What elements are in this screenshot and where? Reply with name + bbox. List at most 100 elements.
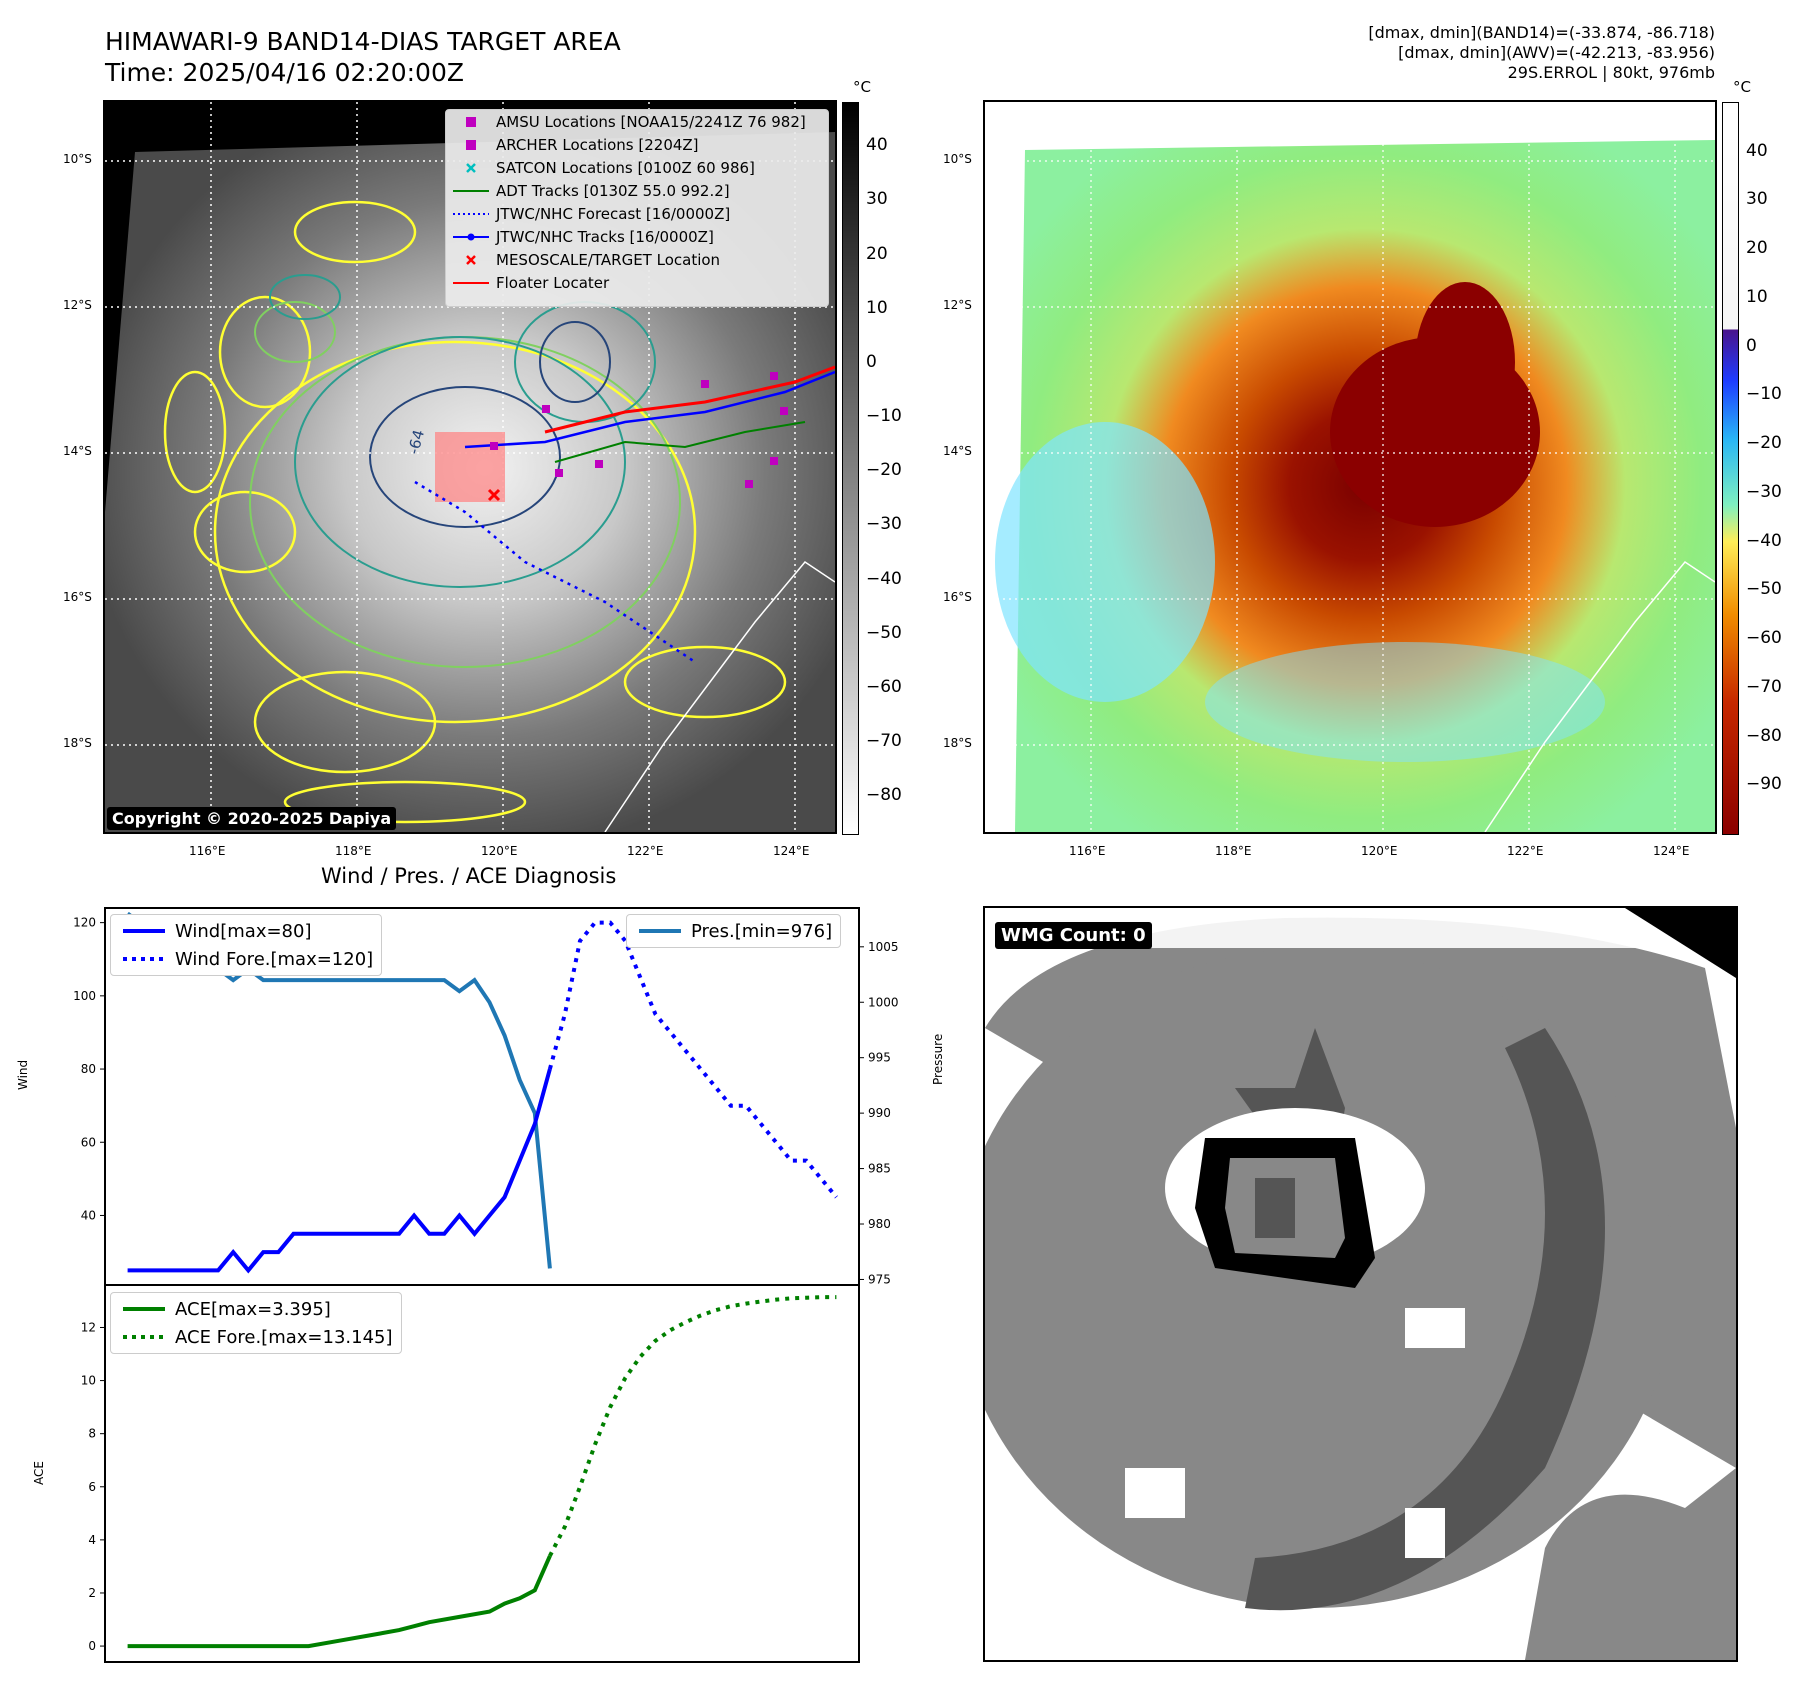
map-legend-symbol [446,139,496,151]
pressure-tick-label: 980 [868,1217,891,1231]
lat-tick-label: 14°S [943,444,972,458]
map-legend-label: SATCON Locations [0100Z 60 986] [496,158,755,177]
ace-series-line [127,1555,552,1649]
pressure-tick-label: 995 [868,1051,891,1065]
map-legend-item: Floater Locater [446,271,828,294]
colorbar-color [1722,102,1739,835]
ace-tick-label: 4 [88,1533,96,1547]
colorbar-tick: 20 [866,243,888,264]
wind-tick-label: 100 [73,989,96,1003]
colorbar-tick: 0 [1746,335,1757,356]
map-legend-item: MESOSCALE/TARGET Location [446,248,828,271]
map-legend-item: JTWC/NHC Forecast [16/0000Z] [446,202,828,225]
lat-tick-label: 18°S [63,736,92,750]
map-legend-item: AMSU Locations [NOAA15/2241Z 76 982] [446,110,828,133]
colorbar-tick: 30 [1746,189,1768,210]
diagnosis-title: Wind / Pres. / ACE Diagnosis [321,864,617,888]
lat-tick-label: 16°S [63,590,92,604]
map-legend-symbol [446,254,496,266]
ace-tick-label: 2 [88,1586,96,1600]
legend-wind-fore-label: Wind Fore.[max=120] [175,948,374,970]
storm-name: 29S.ERROL | 80kt, 976mb [1507,63,1715,82]
legend-wind-fore: Wind Fore.[max=120] [119,945,373,973]
wind-tick-label: 40 [81,1208,96,1222]
jtwc-forecast-track [414,480,696,664]
lon-tick-label: 122°E [1507,844,1544,858]
colorbar-tick: −20 [1746,433,1782,454]
map-legend-symbol [446,162,496,174]
title-line-2: Time: 2025/04/16 02:20:00Z [105,58,464,87]
colorbar-tick: 10 [1746,286,1768,307]
colorbar-tick: 40 [866,135,888,156]
lat-tick-label: 18°S [943,736,972,750]
legend-ace-fore: ACE Fore.[max=13.145] [119,1323,393,1351]
pressure-axis-label: Pressure [931,1033,945,1085]
wind-legend: Wind[max=80] Wind Fore.[max=120] [110,914,383,976]
lon-tick-label: 122°E [627,844,664,858]
storm-info: [dmax, dmin](BAND14)=(-33.874, -86.718) … [1368,23,1715,83]
map-legend-label: ARCHER Locations [2204Z] [496,135,699,154]
colorbar-tick: −30 [866,514,902,535]
pressure-tick-label: 1000 [868,995,899,1009]
wind-tick-label: 60 [81,1135,96,1149]
pressure-tick-label: 975 [868,1272,891,1286]
lon-tick-label: 118°E [335,844,372,858]
colorbar-tick: −30 [1746,481,1782,502]
ace-axis-label: ACE [32,1461,46,1485]
colorbar-tick: 0 [866,351,877,372]
chart-title: HIMAWARI-9 BAND14-DIAS TARGET AREA Time:… [105,26,621,88]
colorbar-tick: −20 [866,460,902,481]
lon-tick-label: 118°E [1215,844,1252,858]
ace-tick-label: 10 [81,1374,96,1388]
lat-tick-label: 12°S [63,298,92,312]
map-legend-symbol [446,208,496,220]
colorbar-color-unit: °C [1733,78,1751,96]
lat-tick-label: 10°S [63,152,92,166]
map-legend-symbol [446,231,496,243]
legend-pres: Pres.[min=976] [635,917,832,945]
ace-legend: ACE[max=3.395] ACE Fore.[max=13.145] [110,1292,402,1354]
wind-tick-label: 80 [81,1062,96,1076]
ace-tick-label: 12 [81,1320,96,1334]
lon-tick-label: 116°E [189,844,226,858]
legend-ace-fore-label: ACE Fore.[max=13.145] [175,1326,393,1348]
ace-tick-label: 8 [88,1427,96,1441]
colorbar-tick: −50 [866,622,902,643]
lat-tick-label: 14°S [63,444,92,458]
colorbar-tick: −40 [866,568,902,589]
map-legend-label: Floater Locater [496,273,610,292]
map-legend-symbol [446,185,496,197]
map-legend-label: JTWC/NHC Tracks [16/0000Z] [496,227,714,246]
pressure-tick-label: 1005 [868,940,899,954]
legend-ace-label: ACE[max=3.395] [175,1298,331,1320]
diagnosis-frame [104,907,860,1663]
legend-pres-label: Pres.[min=976] [691,920,833,942]
title-line-1: HIMAWARI-9 BAND14-DIAS TARGET AREA [105,27,621,56]
map-legend-symbol [446,116,496,128]
colorbar-tick: −10 [1746,384,1782,405]
ace-forecast-line [548,1295,837,1557]
wmg-image [985,908,1736,1660]
lon-tick-label: 116°E [1069,844,1106,858]
map-legend-item: ARCHER Locations [2204Z] [446,133,828,156]
colorbar-tick: −40 [1746,530,1782,551]
map-legend-item: ADT Tracks [0130Z 55.0 992.2] [446,179,828,202]
map-legend-label: JTWC/NHC Forecast [16/0000Z] [496,204,731,223]
ace-tick-label: 0 [88,1639,96,1653]
legend-wind-label: Wind[max=80] [175,920,312,942]
band14-range: [dmax, dmin](BAND14)=(-33.874, -86.718) [1368,23,1715,42]
colorbar-tick: −80 [866,785,902,806]
awv-range: [dmax, dmin](AWV)=(-42.213, -83.956) [1398,43,1715,62]
colorbar-tick: −10 [866,406,902,427]
map-legend-label: AMSU Locations [NOAA15/2241Z 76 982] [496,112,806,131]
lon-tick-label: 120°E [1361,844,1398,858]
legend-wind: Wind[max=80] [119,917,373,945]
lon-tick-label: 124°E [773,844,810,858]
ir-map-color-image [985,102,1715,832]
map-legend-label: MESOSCALE/TARGET Location [496,250,721,269]
colorbar-gray [842,102,859,835]
ir-map-color [983,100,1717,834]
map-legend-item: JTWC/NHC Tracks [16/0000Z] [446,225,828,248]
colorbar-tick: 20 [1746,238,1768,259]
colorbar-tick: −50 [1746,579,1782,600]
